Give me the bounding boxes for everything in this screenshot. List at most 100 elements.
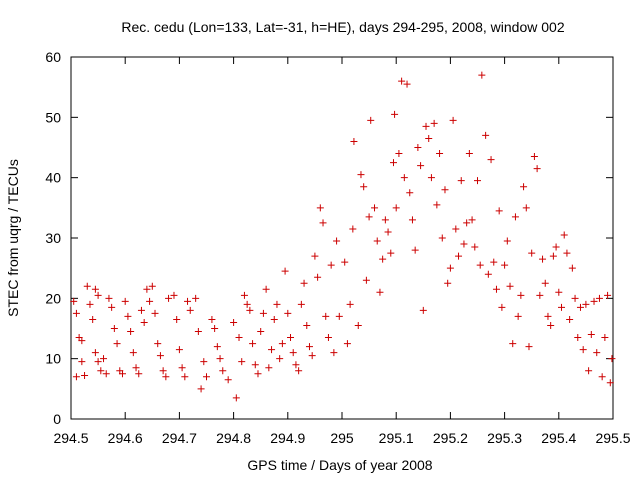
- data-point: [474, 177, 481, 185]
- data-point: [129, 349, 137, 357]
- data-point: [135, 370, 143, 378]
- data-point: [539, 255, 547, 263]
- x-tick-label: 294.7: [162, 430, 197, 446]
- data-point: [146, 297, 154, 305]
- x-tick-label: 294.8: [216, 430, 251, 446]
- data-point: [568, 264, 576, 272]
- data-point: [417, 162, 425, 170]
- data-point: [208, 315, 216, 323]
- plot-border: [70, 56, 614, 420]
- data-point: [373, 237, 381, 245]
- data-point: [219, 367, 227, 375]
- data-point: [192, 294, 200, 302]
- data-point: [391, 110, 399, 118]
- y-tick-label: 40: [45, 170, 61, 186]
- x-tick-label: 295: [330, 430, 354, 446]
- data-point: [94, 291, 102, 299]
- data-point: [197, 385, 205, 393]
- data-point: [392, 204, 400, 212]
- data-point: [501, 261, 509, 269]
- data-point: [593, 349, 601, 357]
- data-point: [449, 116, 457, 124]
- data-point: [430, 119, 438, 127]
- data-point: [124, 312, 132, 320]
- data-point: [604, 291, 612, 299]
- data-point: [194, 328, 202, 336]
- x-tick-label: 295.4: [541, 430, 576, 446]
- data-point: [140, 318, 148, 326]
- data-point: [522, 204, 530, 212]
- x-tick-label: 294.5: [53, 430, 88, 446]
- data-point: [463, 219, 471, 227]
- data-point: [297, 300, 305, 308]
- data-point: [70, 297, 78, 305]
- data-point: [425, 134, 433, 142]
- data-point: [341, 258, 349, 266]
- data-point: [384, 228, 392, 236]
- data-point: [211, 325, 219, 332]
- data-point: [154, 340, 162, 348]
- data-point: [533, 165, 541, 173]
- data-point: [606, 379, 614, 387]
- data-point: [213, 343, 221, 351]
- data-point: [305, 343, 313, 351]
- data-point: [276, 355, 284, 363]
- data-point: [289, 349, 297, 357]
- data-point: [582, 300, 590, 308]
- data-point: [268, 346, 276, 354]
- data-point: [232, 394, 240, 402]
- data-point: [484, 270, 492, 278]
- data-points: [70, 71, 616, 402]
- data-point: [608, 355, 616, 363]
- data-point: [324, 334, 332, 342]
- data-point: [422, 122, 430, 130]
- data-point: [571, 294, 579, 302]
- data-point: [360, 183, 368, 191]
- data-point: [528, 249, 536, 257]
- data-point: [587, 331, 595, 339]
- data-point: [398, 77, 406, 85]
- data-point: [72, 309, 80, 317]
- data-point: [186, 306, 194, 314]
- data-point: [598, 373, 606, 381]
- chart-title: Rec. cedu (Lon=133, Lat=-31, h=HE), days…: [121, 19, 564, 35]
- data-point: [357, 171, 365, 179]
- data-point: [159, 367, 167, 375]
- data-point: [216, 355, 224, 363]
- data-point: [292, 361, 300, 369]
- x-tick-label: 295.3: [487, 430, 522, 446]
- data-point: [365, 213, 373, 221]
- data-point: [574, 334, 582, 342]
- data-point: [408, 216, 416, 224]
- data-point: [184, 297, 192, 305]
- data-point: [110, 325, 118, 332]
- data-point: [165, 294, 173, 302]
- data-point: [143, 285, 151, 293]
- data-point: [367, 116, 375, 124]
- data-point: [284, 309, 292, 317]
- data-point: [178, 364, 186, 372]
- data-point: [295, 367, 303, 375]
- data-point: [281, 267, 289, 275]
- data-point: [457, 177, 465, 185]
- data-point: [254, 370, 262, 378]
- data-point: [246, 306, 254, 314]
- data-point: [387, 249, 395, 257]
- data-point: [576, 303, 584, 311]
- data-point: [319, 219, 327, 227]
- x-tick-label: 294.6: [108, 430, 143, 446]
- data-point: [585, 367, 593, 375]
- data-point: [132, 364, 140, 372]
- data-point: [579, 346, 587, 354]
- data-point: [127, 328, 135, 336]
- data-point: [511, 213, 519, 221]
- x-tick-label: 295.1: [379, 430, 414, 446]
- data-point: [419, 306, 427, 314]
- data-point: [175, 346, 183, 354]
- data-point: [181, 373, 189, 381]
- data-point: [441, 186, 449, 194]
- data-point: [327, 261, 335, 269]
- y-tick-label: 0: [53, 411, 61, 427]
- data-point: [541, 279, 549, 287]
- data-point: [278, 340, 286, 348]
